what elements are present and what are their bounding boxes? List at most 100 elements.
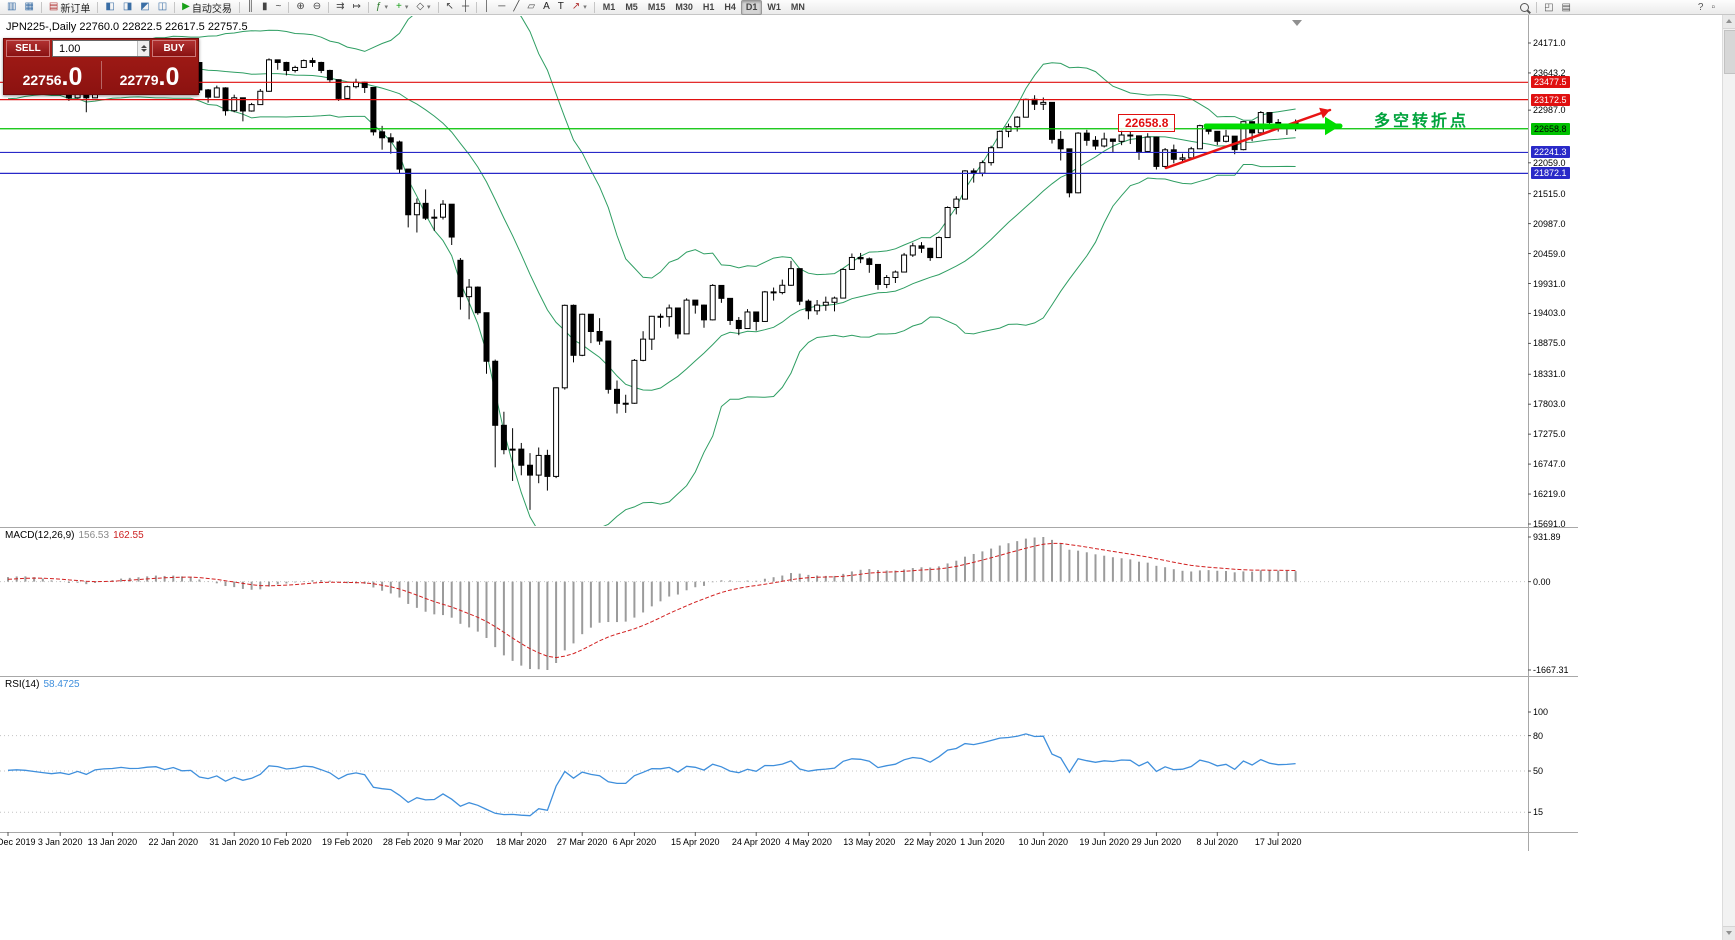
objects-dropdown-icon[interactable]: ▾ <box>427 4 431 11</box>
chart-shift-button[interactable]: ↦ <box>349 0 365 15</box>
toolbar-separator <box>97 1 99 13</box>
scroll-down-icon[interactable] <box>1723 926 1735 940</box>
timeframe-h4-button[interactable]: H4 <box>724 2 736 12</box>
auto-scroll-button[interactable]: ⇉ <box>332 0 348 15</box>
bars-mode-button[interactable]: ║ <box>243 0 258 15</box>
objects-button[interactable]: ◇ ▾ <box>412 0 434 15</box>
toolbar-separator <box>593 1 595 13</box>
navigator-button[interactable]: ◩ <box>136 0 153 15</box>
channel-button[interactable]: ▱ <box>523 0 539 15</box>
horizontal-line-button[interactable]: ─ <box>494 0 509 15</box>
axis-tick-label: 80 <box>1533 730 1544 741</box>
zoom-in-icon: ⊕ <box>296 1 305 12</box>
buy-price-frac: .0 <box>158 63 180 91</box>
trendline-button[interactable]: ╱ <box>509 0 523 15</box>
horizontal-line-icon: ─ <box>498 1 506 12</box>
add-indicator-button[interactable]: + ▾ <box>392 0 412 15</box>
date-tick-label: 31 Jan 2020 <box>209 837 259 847</box>
timeframe-w1-button[interactable]: W1 <box>767 2 781 12</box>
bollinger-bands <box>7 16 1296 526</box>
scroll-up-icon[interactable] <box>1723 15 1735 29</box>
toolbar-corner-group: ? ▫ <box>1694 0 1719 15</box>
window-list-icon: ▤ <box>1561 1 1571 13</box>
cursor-button[interactable]: ↖ <box>442 0 458 15</box>
scrollbar-thumb[interactable] <box>1724 30 1735 74</box>
macd-histogram <box>7 537 1297 670</box>
price-annotation-label[interactable]: 22658.8 <box>1118 114 1176 132</box>
pin-panel-icon: ▫ <box>1711 1 1715 13</box>
navigator-icon: ◩ <box>140 1 150 12</box>
autotrading-button[interactable]: ▶ 自动交易 <box>178 0 236 15</box>
arrows-tool-icon: ↗ <box>571 1 581 12</box>
timeframe-m5-button[interactable]: M5 <box>625 2 638 12</box>
price-line-badge: 23172.5 <box>1531 93 1570 106</box>
volume-up-icon[interactable] <box>140 45 147 48</box>
indicators-button[interactable]: ƒ ▾ <box>372 0 392 15</box>
profiles-icon: ▦ <box>24 1 34 12</box>
vertical-scrollbar[interactable] <box>1722 15 1735 940</box>
candles-layer <box>5 46 1299 510</box>
axis-tick-label: 15691.0 <box>1533 519 1566 529</box>
objects-icon: ◇ <box>416 1 425 12</box>
buy-price[interactable]: 22779.0 <box>101 65 198 93</box>
add-indicator-dropdown-icon[interactable]: ▾ <box>404 4 409 11</box>
date-tick-label: 17 Jul 2020 <box>1254 837 1302 847</box>
date-tick-label: 8 Jul 2020 <box>1196 837 1239 847</box>
toolbar-separator <box>174 1 176 13</box>
market-watch-button[interactable]: ◧ <box>101 0 118 15</box>
chart-shift-icon: ↦ <box>352 1 361 12</box>
axis-tick-label: 19403.0 <box>1533 308 1566 319</box>
arrows-tool-dropdown-icon[interactable]: ▾ <box>583 4 587 11</box>
axis-tick-label: -1667.31 <box>1533 665 1569 675</box>
new-order-icon: ▤ <box>48 1 59 12</box>
timeframe-m30-button[interactable]: M30 <box>675 2 693 12</box>
volume-field[interactable]: 1.00 <box>52 40 150 57</box>
candles-mode-button[interactable]: ▮ <box>258 0 272 15</box>
one-click-trade-panel: SELL 1.00 BUY 22756.0 22779.0 <box>3 38 199 95</box>
text-button[interactable]: A <box>539 0 554 15</box>
line-mode-button[interactable]: ~ <box>271 0 285 15</box>
window-list-button[interactable]: ▤ <box>1558 0 1575 15</box>
sell-button[interactable]: SELL <box>6 40 50 57</box>
terminal-icon: ◫ <box>157 1 168 12</box>
axis-tick-label: 17275.0 <box>1533 429 1566 440</box>
candles-mode-icon: ▮ <box>261 1 268 12</box>
pin-panel-button[interactable]: ▫ <box>1707 0 1719 15</box>
chinese-annotation-text[interactable]: 多空转折点 <box>1374 113 1470 130</box>
new-window-button[interactable]: ◰ <box>1540 0 1557 15</box>
search-icon <box>1520 3 1530 12</box>
timeframe-m15-button[interactable]: M15 <box>647 2 666 12</box>
chart-canvas[interactable] <box>0 15 1735 940</box>
zoom-in-button[interactable]: ⊕ <box>292 0 308 15</box>
timeframe-mn-button[interactable]: MN <box>790 2 805 12</box>
timeframe-h1-button[interactable]: H1 <box>702 2 715 12</box>
timeframe-m1-button[interactable]: M1 <box>602 2 616 12</box>
profiles-button[interactable]: ▦ <box>20 0 37 15</box>
vertical-line-button[interactable]: │ <box>480 0 494 15</box>
volume-value[interactable]: 1.00 <box>59 42 81 55</box>
volume-down-icon[interactable] <box>140 49 147 52</box>
search-button[interactable] <box>1516 0 1533 15</box>
buy-button[interactable]: BUY <box>152 40 196 57</box>
volume-spinner[interactable] <box>137 41 149 56</box>
sell-price[interactable]: 22756.0 <box>4 65 101 93</box>
chart-shift-marker <box>1292 20 1302 26</box>
data-window-button[interactable]: ◨ <box>119 0 136 15</box>
help-button[interactable]: ? <box>1694 0 1708 15</box>
toolbar-separator <box>40 1 42 13</box>
line-mode-icon: ~ <box>275 1 282 12</box>
toolbar-separator <box>288 1 290 13</box>
zoom-out-button[interactable]: ⊖ <box>309 0 325 15</box>
indicators-dropdown-icon[interactable]: ▾ <box>384 4 388 11</box>
text-label-button[interactable]: T <box>554 0 568 15</box>
new-chart-button[interactable]: ▥ <box>3 0 20 15</box>
axis-tick-label: 100 <box>1533 707 1549 717</box>
new-order-button[interactable]: ▤ 新订单 <box>45 0 94 15</box>
price-axis[interactable]: 24171.0 23643.2 22987.0 22059.0 21515.0 20987… <box>1531 15 1577 855</box>
timeframe-d1-button[interactable]: D1 <box>740 0 763 15</box>
arrows-tool-button[interactable]: ↗ ▾ <box>568 0 591 15</box>
axis-tick-label: 22059.0 <box>1533 157 1566 168</box>
crosshair-button[interactable]: ┼ <box>458 0 473 15</box>
terminal-button[interactable]: ◫ <box>154 0 171 15</box>
